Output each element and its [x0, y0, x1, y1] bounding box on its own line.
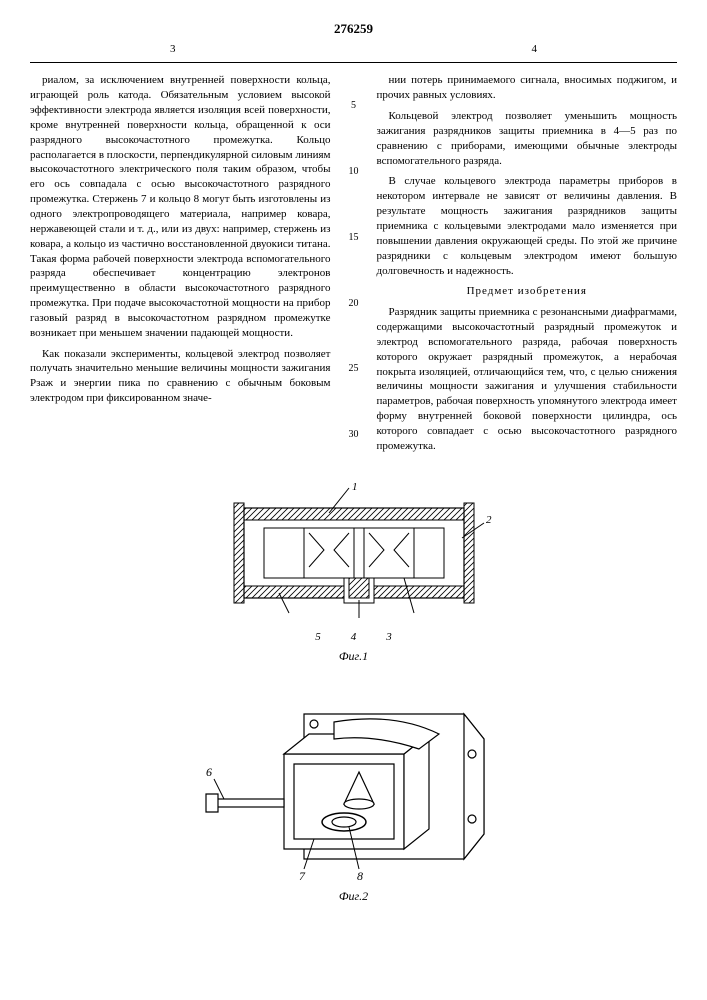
right-column: нии потерь принимаемого сигнала, вносимы… — [377, 73, 678, 459]
text-columns: риалом, за исключением внутренней поверх… — [30, 73, 677, 459]
right-p1: нии потерь принимаемого сигнала, вносимы… — [377, 73, 678, 103]
right-p2: Кольцевой электрод позволяет уменьшить м… — [377, 109, 678, 168]
figures-block: 1 2 5 4 3 Фиг.1 — [30, 478, 677, 905]
line-num: 15 — [349, 231, 359, 245]
fig1-caption: Фиг.1 — [30, 648, 677, 664]
fig1-callout-1: 1 — [352, 481, 358, 493]
header-rule — [30, 62, 677, 63]
line-num: 10 — [349, 165, 359, 179]
document-number: 276259 — [30, 20, 677, 38]
fig1-label-4: 4 — [351, 630, 357, 645]
right-p3: В случае кольцевого электрода параметры … — [377, 174, 678, 278]
fig2-callout-6: 6 — [206, 765, 212, 779]
left-p1: риалом, за исключением внутренней поверх… — [30, 73, 331, 340]
fig2-callout-7: 7 — [299, 869, 306, 883]
fig2-caption: Фиг.2 — [30, 888, 677, 904]
line-number-gutter: 5 10 15 20 25 30 — [347, 73, 361, 459]
left-p2: Как показали эксперименты, кольцевой эле… — [30, 347, 331, 406]
fig1-label-5: 5 — [315, 630, 321, 645]
page-right: 4 — [532, 42, 538, 57]
line-num: 25 — [349, 362, 359, 376]
line-num: 5 — [351, 99, 356, 113]
page-numbers: 3 4 — [30, 42, 677, 57]
fig1-callout-2: 2 — [486, 514, 492, 526]
line-num: 30 — [349, 428, 359, 442]
fig2-callout-8: 8 — [357, 869, 363, 883]
fig1-label-3: 3 — [386, 630, 392, 645]
figure-2: 6 7 8 — [194, 694, 514, 884]
fig1-bottom-labels: 5 4 3 — [30, 630, 677, 645]
figure-1: 1 2 — [204, 478, 504, 628]
line-num: 20 — [349, 297, 359, 311]
page-left: 3 — [170, 42, 176, 57]
right-p4: Разрядник защиты приемника с резонансным… — [377, 305, 678, 453]
left-column: риалом, за исключением внутренней поверх… — [30, 73, 331, 459]
claims-title: Предмет изобретения — [377, 284, 678, 299]
